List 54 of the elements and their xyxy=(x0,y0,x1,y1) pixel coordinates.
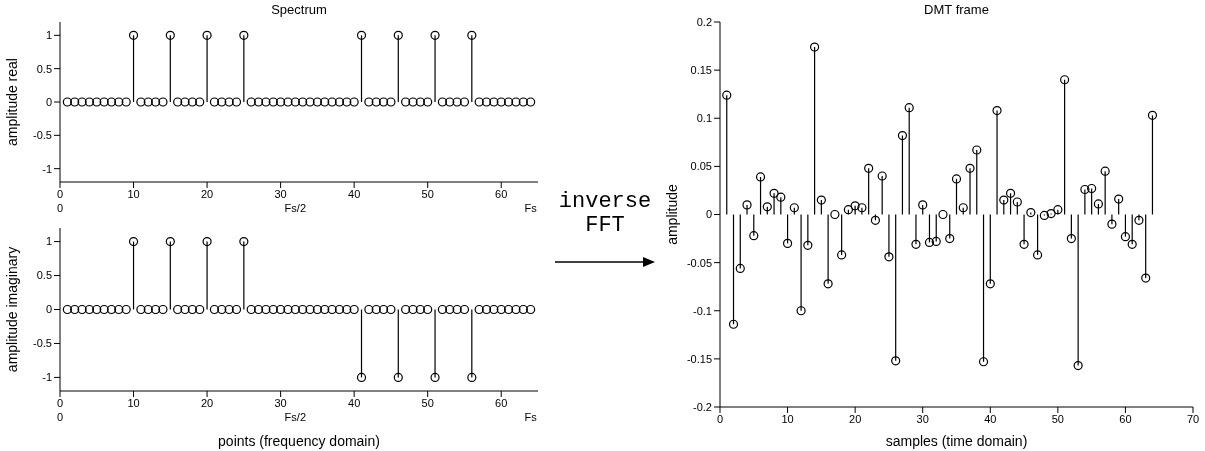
y-tick-label: 0 xyxy=(45,303,52,316)
y-tick-label: 0.2 xyxy=(696,15,712,28)
x-tick-label: 50 xyxy=(1051,412,1064,425)
x-tick-label: 40 xyxy=(348,187,361,200)
y-tick-label: 0.05 xyxy=(690,160,712,173)
y-tick-label: 0.15 xyxy=(690,64,712,77)
x-tick-label: 0 xyxy=(56,396,64,409)
x-axis-title: samples (time domain) xyxy=(884,433,1029,449)
y-tick-label: -1 xyxy=(42,371,52,384)
chart-title: DMT frame xyxy=(923,2,990,17)
text: Fs/2 xyxy=(284,202,307,214)
y-tick-label: -0.05 xyxy=(686,256,712,269)
x-tick-label: 10 xyxy=(781,412,794,425)
text: inverse FFT xyxy=(557,189,653,238)
y-tick-label: 0.5 xyxy=(36,269,52,282)
y-tick-label: 0.1 xyxy=(696,112,712,125)
y-tick-label: -0.5 xyxy=(33,337,52,350)
x-tick-label: 10 xyxy=(127,187,140,200)
x-tick-label: 40 xyxy=(984,412,997,425)
x-tick-label: 20 xyxy=(849,412,862,425)
x-tick-label: 60 xyxy=(495,187,508,200)
x-tick-label: 50 xyxy=(421,187,434,200)
text: Fs xyxy=(524,202,537,214)
y-tick-label: 1 xyxy=(45,235,52,248)
y-axis-title: amplitude real xyxy=(3,58,20,146)
x-tick-label: 50 xyxy=(421,396,434,409)
y-tick-label: 1 xyxy=(45,29,52,42)
text: 0 xyxy=(56,202,64,214)
x-tick-label: 30 xyxy=(274,187,287,200)
y-tick-label: 0.5 xyxy=(36,62,52,75)
x-tick-label: 20 xyxy=(200,187,214,200)
x-tick-label: 30 xyxy=(274,396,287,409)
x-tick-label: 30 xyxy=(916,412,929,425)
x-tick-label: 20 xyxy=(200,396,214,409)
y-axis-title: amplitude imaginary xyxy=(3,246,20,373)
y-tick-label: -0.15 xyxy=(686,352,712,365)
x-tick-label: 60 xyxy=(495,396,508,409)
chart-title: Spectrum xyxy=(270,2,328,17)
x-tick-label: 0 xyxy=(716,412,724,425)
text: Fs/2 xyxy=(284,411,307,423)
y-tick-label: -0.5 xyxy=(33,129,52,142)
x-tick-label: 60 xyxy=(1119,412,1132,425)
y-tick-label: -0.2 xyxy=(693,400,712,413)
y-tick-label: -0.1 xyxy=(693,304,712,317)
y-tick-label: -1 xyxy=(42,162,52,175)
x-tick-label: 40 xyxy=(348,396,361,409)
y-tick-label: 0 xyxy=(45,95,52,108)
x-axis-title: points (frequency domain) xyxy=(217,433,381,449)
x-tick-label: 70 xyxy=(1186,412,1200,425)
y-tick-label: 0 xyxy=(705,208,712,221)
x-tick-label: 10 xyxy=(127,396,140,409)
x-tick-label: 0 xyxy=(56,187,64,200)
y-axis-title: amplitude xyxy=(663,183,680,245)
text: Fs xyxy=(524,411,537,423)
